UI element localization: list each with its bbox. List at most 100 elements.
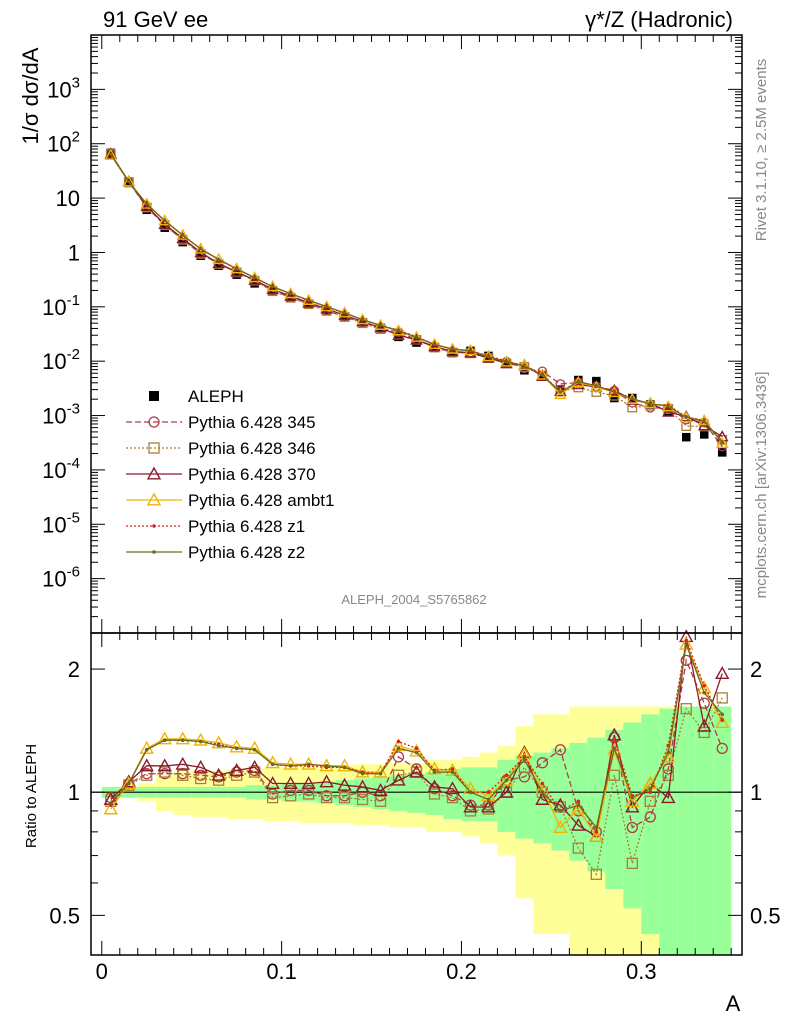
data-point [196,251,205,260]
data-point [176,228,190,240]
data-point [666,750,671,755]
data-point [146,492,162,506]
data-point [283,756,298,770]
data-point [612,746,617,751]
data-point [699,430,709,439]
data-point [175,756,190,770]
data-point [522,758,527,762]
data-point [717,448,727,457]
data-point [338,791,351,804]
legend-item: Pythia 6.428 ambt1 [126,491,334,510]
data-point [288,764,293,768]
data-point [554,744,567,756]
main-y-axis-label: 1/σ dσ/dA [18,47,43,144]
analysis-id: ALEPH_2004_S5765862 [341,592,486,607]
data-point [499,784,514,798]
data-point [360,771,365,776]
data-point [644,811,656,823]
data-point [159,766,171,778]
data-point [572,842,585,854]
data-point [558,809,563,813]
data-point [289,292,293,296]
data-point [594,825,599,830]
data-point [625,793,640,807]
data-point [576,799,581,804]
data-point [145,202,149,206]
data-point [152,524,156,528]
ratio-band-green [407,773,426,813]
data-point [450,770,455,774]
data-point [193,759,208,773]
ratio-band-green [641,714,660,935]
data-point [679,636,694,650]
data-point [432,343,437,347]
right-title: γ*/Z (Hadronic) [585,7,733,32]
data-point [594,384,598,388]
data-point [680,703,692,715]
ratio-y-tick-label-right: 0.5 [750,903,781,928]
legend-label: Pythia 6.428 345 [188,413,316,432]
data-point [535,792,550,805]
data-point [428,788,441,800]
data-point [682,432,691,442]
data-point [409,743,424,757]
y-tick-label: 10-6 [42,564,80,592]
data-point [121,776,136,790]
data-point [504,778,509,782]
data-point [428,340,441,352]
data-point [446,791,459,804]
data-point [374,321,387,333]
data-point [715,715,730,729]
data-point [610,393,619,403]
data-point [522,755,527,759]
data-point [661,405,675,417]
data-point [149,391,159,401]
legend-label: Pythia 6.428 346 [188,439,316,458]
data-point [445,763,460,776]
left-title: 91 GeV ee [103,7,208,32]
data-point [104,148,118,160]
ratio-band-green [713,706,732,955]
y-tick-label: 10 [56,186,80,211]
data-point [590,868,602,880]
data-point [518,358,531,370]
mcplots-label: mcplots.cern.ch [arXiv:1306.3436] [753,372,770,599]
data-point [108,801,113,805]
data-point [103,801,118,815]
data-point [175,731,190,745]
data-point [432,770,437,774]
data-point [158,214,172,226]
ratio-band-green [623,722,642,909]
data-point [391,772,406,786]
legend-item: Pythia 6.428 z2 [126,543,305,562]
data-point [644,795,656,807]
data-point [409,764,424,778]
data-point [716,692,728,704]
y-tick-label: 102 [47,129,80,157]
data-point [232,270,241,279]
data-point [720,718,725,722]
data-point [661,749,676,763]
data-point [414,746,419,751]
data-point [378,771,383,776]
data-point [445,781,460,795]
x-tick-label: 0 [96,959,108,984]
data-point [720,440,724,444]
data-point [468,790,473,795]
data-point [302,296,315,308]
data-point [661,790,676,804]
x-tick-label: 0.3 [626,959,657,984]
ratio-pythia-6-428-z2 [108,641,725,830]
data-point [148,416,160,428]
data-point [481,799,496,813]
data-point [361,318,365,322]
data-point [252,747,257,752]
data-point [358,318,367,327]
data-point [391,738,406,752]
ratio-y-axis-label: Ratio to ALEPH [23,744,40,848]
legend-item: Pythia 6.428 346 [126,439,316,458]
ratio-y-tick-label-right: 1 [750,780,762,805]
data-point [211,767,226,781]
